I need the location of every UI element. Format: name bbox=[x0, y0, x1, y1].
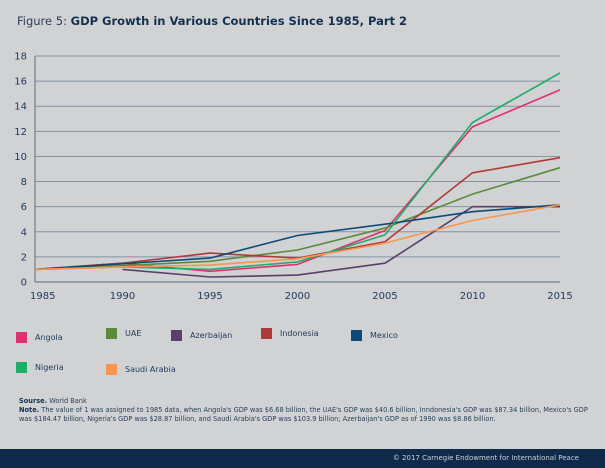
x-tick-label: 2015 bbox=[547, 291, 572, 302]
legend-swatch bbox=[351, 330, 362, 341]
series-line-uae bbox=[34, 166, 561, 271]
figure-label: Figure 5: bbox=[17, 14, 67, 28]
copyright: © 2017 Carnegie Endowment for Internatio… bbox=[392, 454, 579, 462]
legend-swatch bbox=[106, 364, 117, 375]
series-line-azerbaijan bbox=[122, 205, 560, 278]
legend-label: Indonesia bbox=[280, 329, 319, 338]
y-tick-label: 0 bbox=[21, 278, 27, 289]
x-axis-ticks: 1985 1990 1995 2000 2005 2010 2015 bbox=[30, 291, 573, 302]
legend-item-indonesia: Indonesia bbox=[261, 328, 319, 339]
gridlines bbox=[34, 55, 560, 283]
note-line: Note. The value of 1 was assigned to 198… bbox=[19, 406, 599, 424]
y-tick-label: 14 bbox=[14, 102, 27, 113]
y-tick-label: 18 bbox=[14, 52, 27, 63]
figure-title-text: GDP Growth in Various Countries Since 19… bbox=[70, 14, 408, 28]
y-tick-label: 8 bbox=[21, 177, 27, 188]
y-tick-label: 12 bbox=[14, 127, 27, 138]
notes: Sourse. World Bank Note. The value of 1 … bbox=[19, 397, 599, 424]
footer-bar: © 2017 Carnegie Endowment for Internatio… bbox=[0, 449, 605, 468]
series-line-mexico bbox=[34, 204, 561, 271]
x-tick-label: 1995 bbox=[197, 291, 222, 302]
legend: Angola UAE Azerbaijan Indonesia Mexico Nigeri… bbox=[16, 326, 596, 381]
legend-label: Saudi Arabia bbox=[125, 365, 176, 374]
legend-item-uae: UAE bbox=[106, 328, 141, 339]
y-tick-label: 10 bbox=[14, 152, 27, 163]
y-tick-label: 4 bbox=[21, 227, 27, 238]
legend-item-azerbaijan: Azerbaijan bbox=[171, 330, 232, 341]
legend-item-nigeria: Nigeria bbox=[16, 362, 64, 373]
y-tick-label: 16 bbox=[14, 77, 27, 88]
y-tick-label: 6 bbox=[21, 202, 27, 213]
legend-item-saudi-arabia: Saudi Arabia bbox=[106, 364, 176, 375]
note-label: Note. bbox=[19, 406, 40, 414]
source-label: Sourse. bbox=[19, 397, 48, 405]
legend-label: UAE bbox=[125, 329, 142, 338]
legend-swatch bbox=[261, 328, 272, 339]
x-tick-label: 2000 bbox=[285, 291, 310, 302]
note-text: The value of 1 was assigned to 1985 data… bbox=[19, 406, 588, 423]
legend-item-mexico: Mexico bbox=[351, 330, 398, 341]
x-tick-label: 1990 bbox=[110, 291, 135, 302]
y-axis-ticks: 0 2 4 6 8 10 12 14 16 18 bbox=[14, 52, 27, 289]
legend-label: Azerbaijan bbox=[190, 331, 233, 340]
legend-item-angola: Angola bbox=[16, 332, 63, 343]
x-tick-label: 2010 bbox=[460, 291, 485, 302]
legend-swatch bbox=[16, 332, 27, 343]
source-line: Sourse. World Bank bbox=[19, 397, 599, 406]
legend-label: Angola bbox=[35, 333, 63, 342]
legend-swatch bbox=[106, 328, 117, 339]
series-line-saudi-arabia bbox=[34, 204, 561, 271]
legend-swatch bbox=[16, 362, 27, 373]
legend-label: Mexico bbox=[370, 331, 398, 340]
line-chart: 0 2 4 6 8 10 12 14 16 18 1985 1990 1995 2000 2005 2010… bbox=[14, 52, 573, 303]
legend-label: Nigeria bbox=[35, 363, 64, 372]
figure-title: Figure 5: GDP Growth in Various Countrie… bbox=[17, 14, 407, 28]
legend-swatch bbox=[171, 330, 182, 341]
x-tick-label: 1985 bbox=[30, 291, 55, 302]
series-lines bbox=[34, 72, 561, 278]
x-tick-label: 2005 bbox=[372, 291, 397, 302]
source-text: World Bank bbox=[49, 397, 87, 405]
y-tick-label: 2 bbox=[21, 252, 27, 263]
series-line-indonesia bbox=[34, 156, 561, 271]
